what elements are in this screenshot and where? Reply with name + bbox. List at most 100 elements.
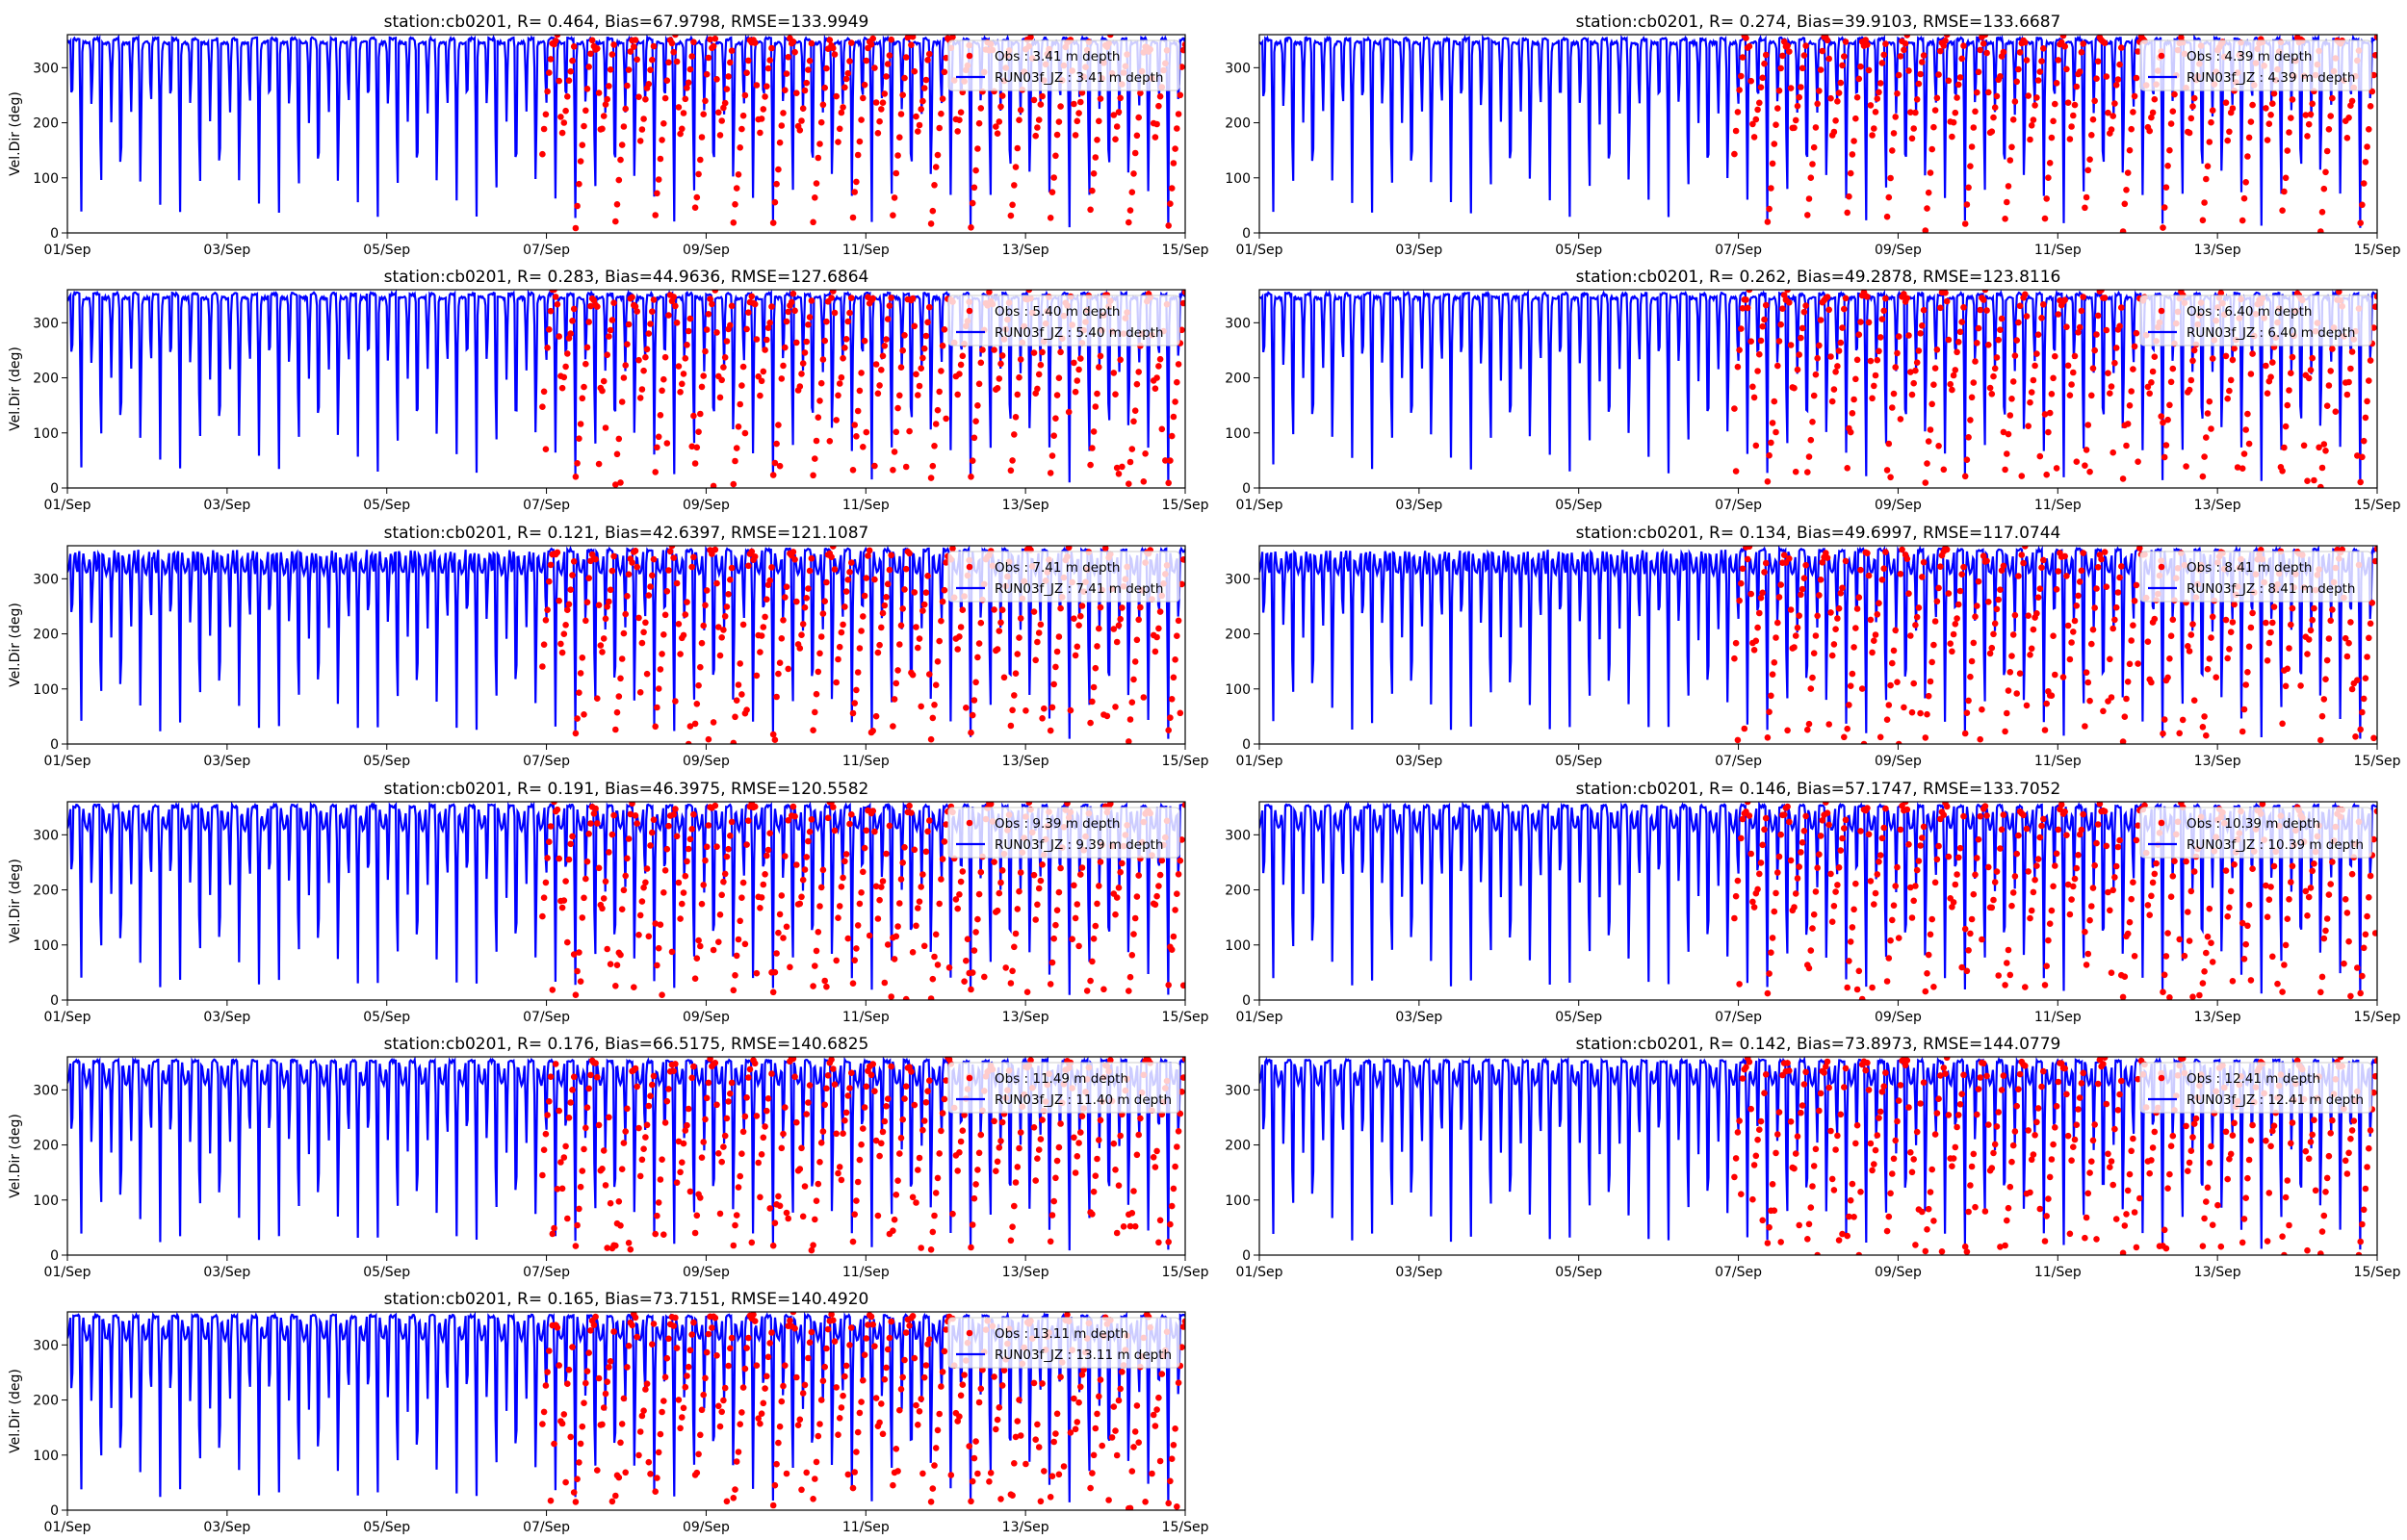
obs-point [2317,483,2324,488]
y-tick-label: 100 [1225,938,1251,954]
obs-point [2357,989,2364,997]
obs-point [2164,674,2171,681]
obs-point [901,74,908,82]
obs-point [631,984,637,990]
obs-point [861,337,868,345]
y-tick-label: 200 [1225,116,1251,132]
obs-point [1072,1425,1079,1433]
obs-point [1908,914,1916,921]
obs-point [888,552,894,559]
obs-point [1798,84,1804,90]
obs-point [544,1369,551,1375]
obs-point [971,434,978,442]
obs-point [2089,1137,2097,1144]
obs-point [789,38,797,45]
obs-point [585,1085,592,1092]
obs-point [640,116,647,122]
obs-point [830,290,837,295]
obs-point [1865,319,1873,326]
obs-point [2217,290,2225,296]
obs-point [1165,982,1172,988]
obs-point [1983,1072,1990,1080]
axes-frame [1258,289,2378,489]
obs-point [610,41,617,48]
obs-point [2133,581,2140,589]
x-tick-label: 05/Sep [363,498,410,513]
obs-point [831,566,839,573]
obs-point [2357,1238,2364,1245]
obs-point [841,1116,848,1124]
obs-point [1842,295,1850,302]
obs-point [1090,170,1098,177]
obs-point [871,64,878,71]
obs-point [853,686,860,694]
obs-point [858,1141,865,1148]
obs-point [1947,640,1954,647]
obs-point [1747,77,1754,85]
obs-point [1041,705,1048,712]
obs-point [1165,1500,1172,1507]
obs-point [1142,450,1149,457]
obs-point [1938,1248,1946,1255]
obs-point [1852,880,1859,887]
obs-point [1152,385,1159,393]
obs-point [789,1312,797,1316]
obs-point [1928,658,1935,666]
obs-point [2008,396,2015,402]
obs-point [2052,862,2058,869]
obs-point [1128,952,1136,959]
obs-point [2038,564,2045,571]
obs-point [2073,603,2081,609]
obs-point [874,390,882,398]
obs-point [2004,709,2010,717]
obs-point [899,1373,906,1381]
obs-point [2053,1103,2060,1110]
obs-point [2098,555,2105,563]
obs-point [1037,361,1045,369]
obs-point [2227,629,2235,635]
obs-point [2048,907,2056,914]
obs-point [909,1313,917,1320]
obs-point [816,398,823,404]
obs-point [1943,297,1951,305]
obs-point [2028,389,2035,396]
obs-point [737,660,743,667]
obs-point [1990,896,1997,904]
obs-point [606,83,612,90]
obs-point [916,635,923,642]
obs-point [738,382,745,389]
obs-point [966,1443,972,1450]
obs-point [860,94,867,102]
x-tick-label: 05/Sep [1555,1265,1602,1280]
obs-point [803,1111,810,1117]
panel-5: 01/Sep 03/Sep 05/Sep 07/Sep 09/Sep 11/Sep 13/S… [8,524,1209,769]
obs-point [618,141,626,148]
obs-point [1956,844,1964,852]
obs-point [727,59,734,66]
obs-point [594,1467,601,1474]
obs-point [2084,167,2092,174]
obs-point [1074,643,1081,651]
obs-point [691,460,699,467]
obs-point [1913,613,1921,621]
obs-point [764,324,772,332]
obs-point [808,816,815,823]
obs-point [620,629,628,637]
obs-point [1011,1202,1018,1210]
obs-point [1135,114,1142,121]
obs-point [915,128,921,135]
obs-point [2116,574,2123,581]
obs-point [805,585,812,592]
obs-point [2176,730,2183,737]
obs-point [668,546,676,550]
obs-point [675,104,683,111]
obs-point [569,1087,576,1093]
obs-point [1897,1082,1904,1089]
obs-point [2274,980,2281,988]
obs-point [713,1352,720,1359]
obs-point [1805,720,1813,728]
obs-point [2209,1221,2216,1228]
obs-point [2317,736,2324,744]
obs-point [1963,201,1971,208]
obs-point [2103,583,2110,590]
